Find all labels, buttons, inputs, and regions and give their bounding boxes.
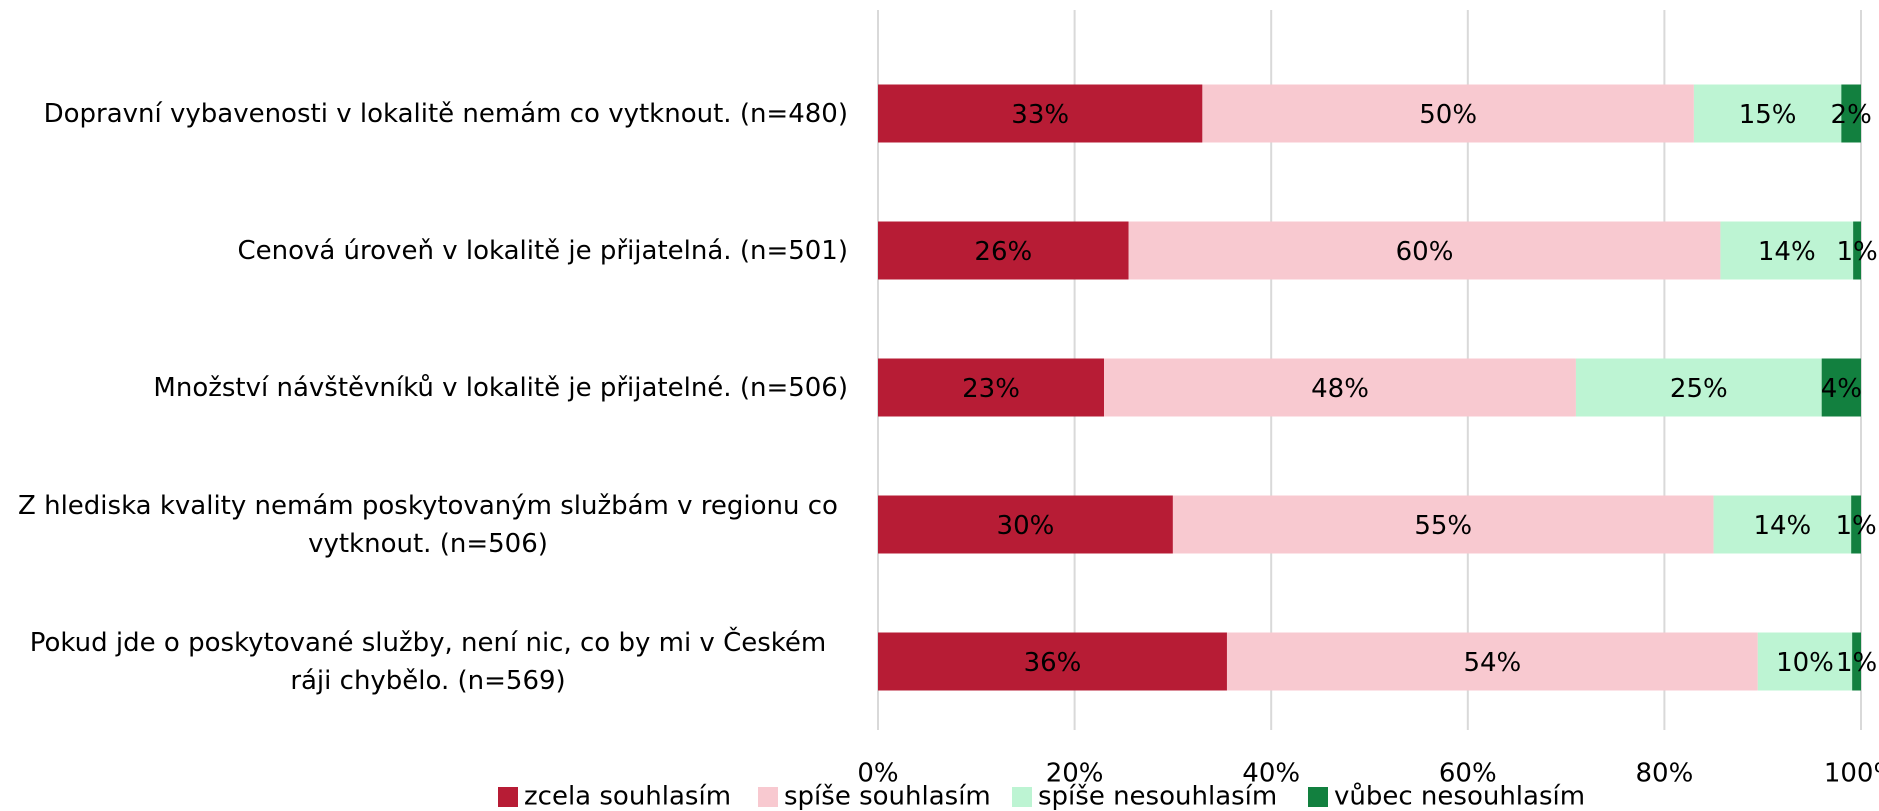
category-text: Cenová úroveň v lokalitě je přijatelná. … xyxy=(237,235,848,266)
bar-segment xyxy=(1851,495,1861,554)
bar-segment xyxy=(1720,221,1854,280)
data-label: 33% xyxy=(1011,100,1069,130)
category-label: Z hlediska kvality nemám poskytovaným sl… xyxy=(8,487,848,563)
data-label: 30% xyxy=(997,511,1055,541)
legend-label: vůbec nesouhlasím xyxy=(1334,782,1585,811)
data-label: 50% xyxy=(1419,100,1477,130)
x-tick-label: 0% xyxy=(857,759,898,789)
legend-label: spíše nesouhlasím xyxy=(1038,782,1277,811)
data-label: 14% xyxy=(1753,511,1811,541)
bar-segment xyxy=(1852,632,1861,691)
category-text: Množství návštěvníků v lokalitě je přija… xyxy=(153,372,848,403)
category-label: Množství návštěvníků v lokalitě je přija… xyxy=(8,369,848,407)
data-label: 48% xyxy=(1311,374,1369,404)
data-label: 55% xyxy=(1414,511,1472,541)
category-label: Pokud jde o poskytované služby, není nic… xyxy=(8,624,848,700)
bar-segment xyxy=(878,632,1227,691)
data-label: 1% xyxy=(1836,648,1877,678)
x-tick-label: 80% xyxy=(1636,759,1694,789)
bar-segment xyxy=(1104,358,1576,417)
data-label: 60% xyxy=(1396,237,1454,267)
legend-swatch xyxy=(1012,787,1032,807)
bar-segment xyxy=(1841,84,1861,143)
legend-label: spíše souhlasím xyxy=(784,782,991,811)
category-label: Cenová úroveň v lokalitě je přijatelná. … xyxy=(8,232,848,270)
x-tick-label: 40% xyxy=(1242,759,1300,789)
bar-segment xyxy=(1693,84,1842,143)
data-label: 36% xyxy=(1024,648,1082,678)
bar-segment xyxy=(1853,221,1861,280)
data-label: 1% xyxy=(1836,237,1877,267)
data-label: 26% xyxy=(974,237,1032,267)
category-label: Dopravní vybavenosti v lokalitě nemám co… xyxy=(8,95,848,133)
category-text: Pokud jde o poskytované služby, není nic… xyxy=(29,627,827,696)
bar-segment xyxy=(878,358,1105,417)
data-label: 25% xyxy=(1670,374,1728,404)
data-label: 2% xyxy=(1831,100,1872,130)
data-label: 14% xyxy=(1758,237,1816,267)
bar-segment xyxy=(1757,632,1853,691)
data-label: 23% xyxy=(962,374,1020,404)
data-label: 54% xyxy=(1463,648,1521,678)
data-label: 1% xyxy=(1835,511,1876,541)
bar-segment xyxy=(1172,495,1714,554)
data-label: 10% xyxy=(1776,648,1834,678)
x-tick-label: 20% xyxy=(1046,759,1104,789)
x-tick-label: 60% xyxy=(1439,759,1497,789)
bar-segment xyxy=(1128,221,1721,280)
legend-swatch xyxy=(498,787,518,807)
bar-segment xyxy=(878,495,1173,554)
data-label: 15% xyxy=(1739,100,1797,130)
x-tick-label: 100% xyxy=(1824,759,1879,789)
bar-segment xyxy=(1226,632,1758,691)
category-text: Z hlediska kvality nemám poskytovaným sl… xyxy=(18,490,838,559)
bar-segment xyxy=(1713,495,1852,554)
bar-segment xyxy=(1821,358,1861,417)
data-label: 4% xyxy=(1821,374,1862,404)
legend-swatch xyxy=(758,787,778,807)
bar-segment xyxy=(1202,84,1694,143)
legend-swatch xyxy=(1308,787,1328,807)
bar-segment xyxy=(878,84,1203,143)
category-text: Dopravní vybavenosti v lokalitě nemám co… xyxy=(43,98,848,129)
bar-segment xyxy=(878,221,1129,280)
legend-label: zcela souhlasím xyxy=(524,782,731,811)
bar-segment xyxy=(1575,358,1822,417)
